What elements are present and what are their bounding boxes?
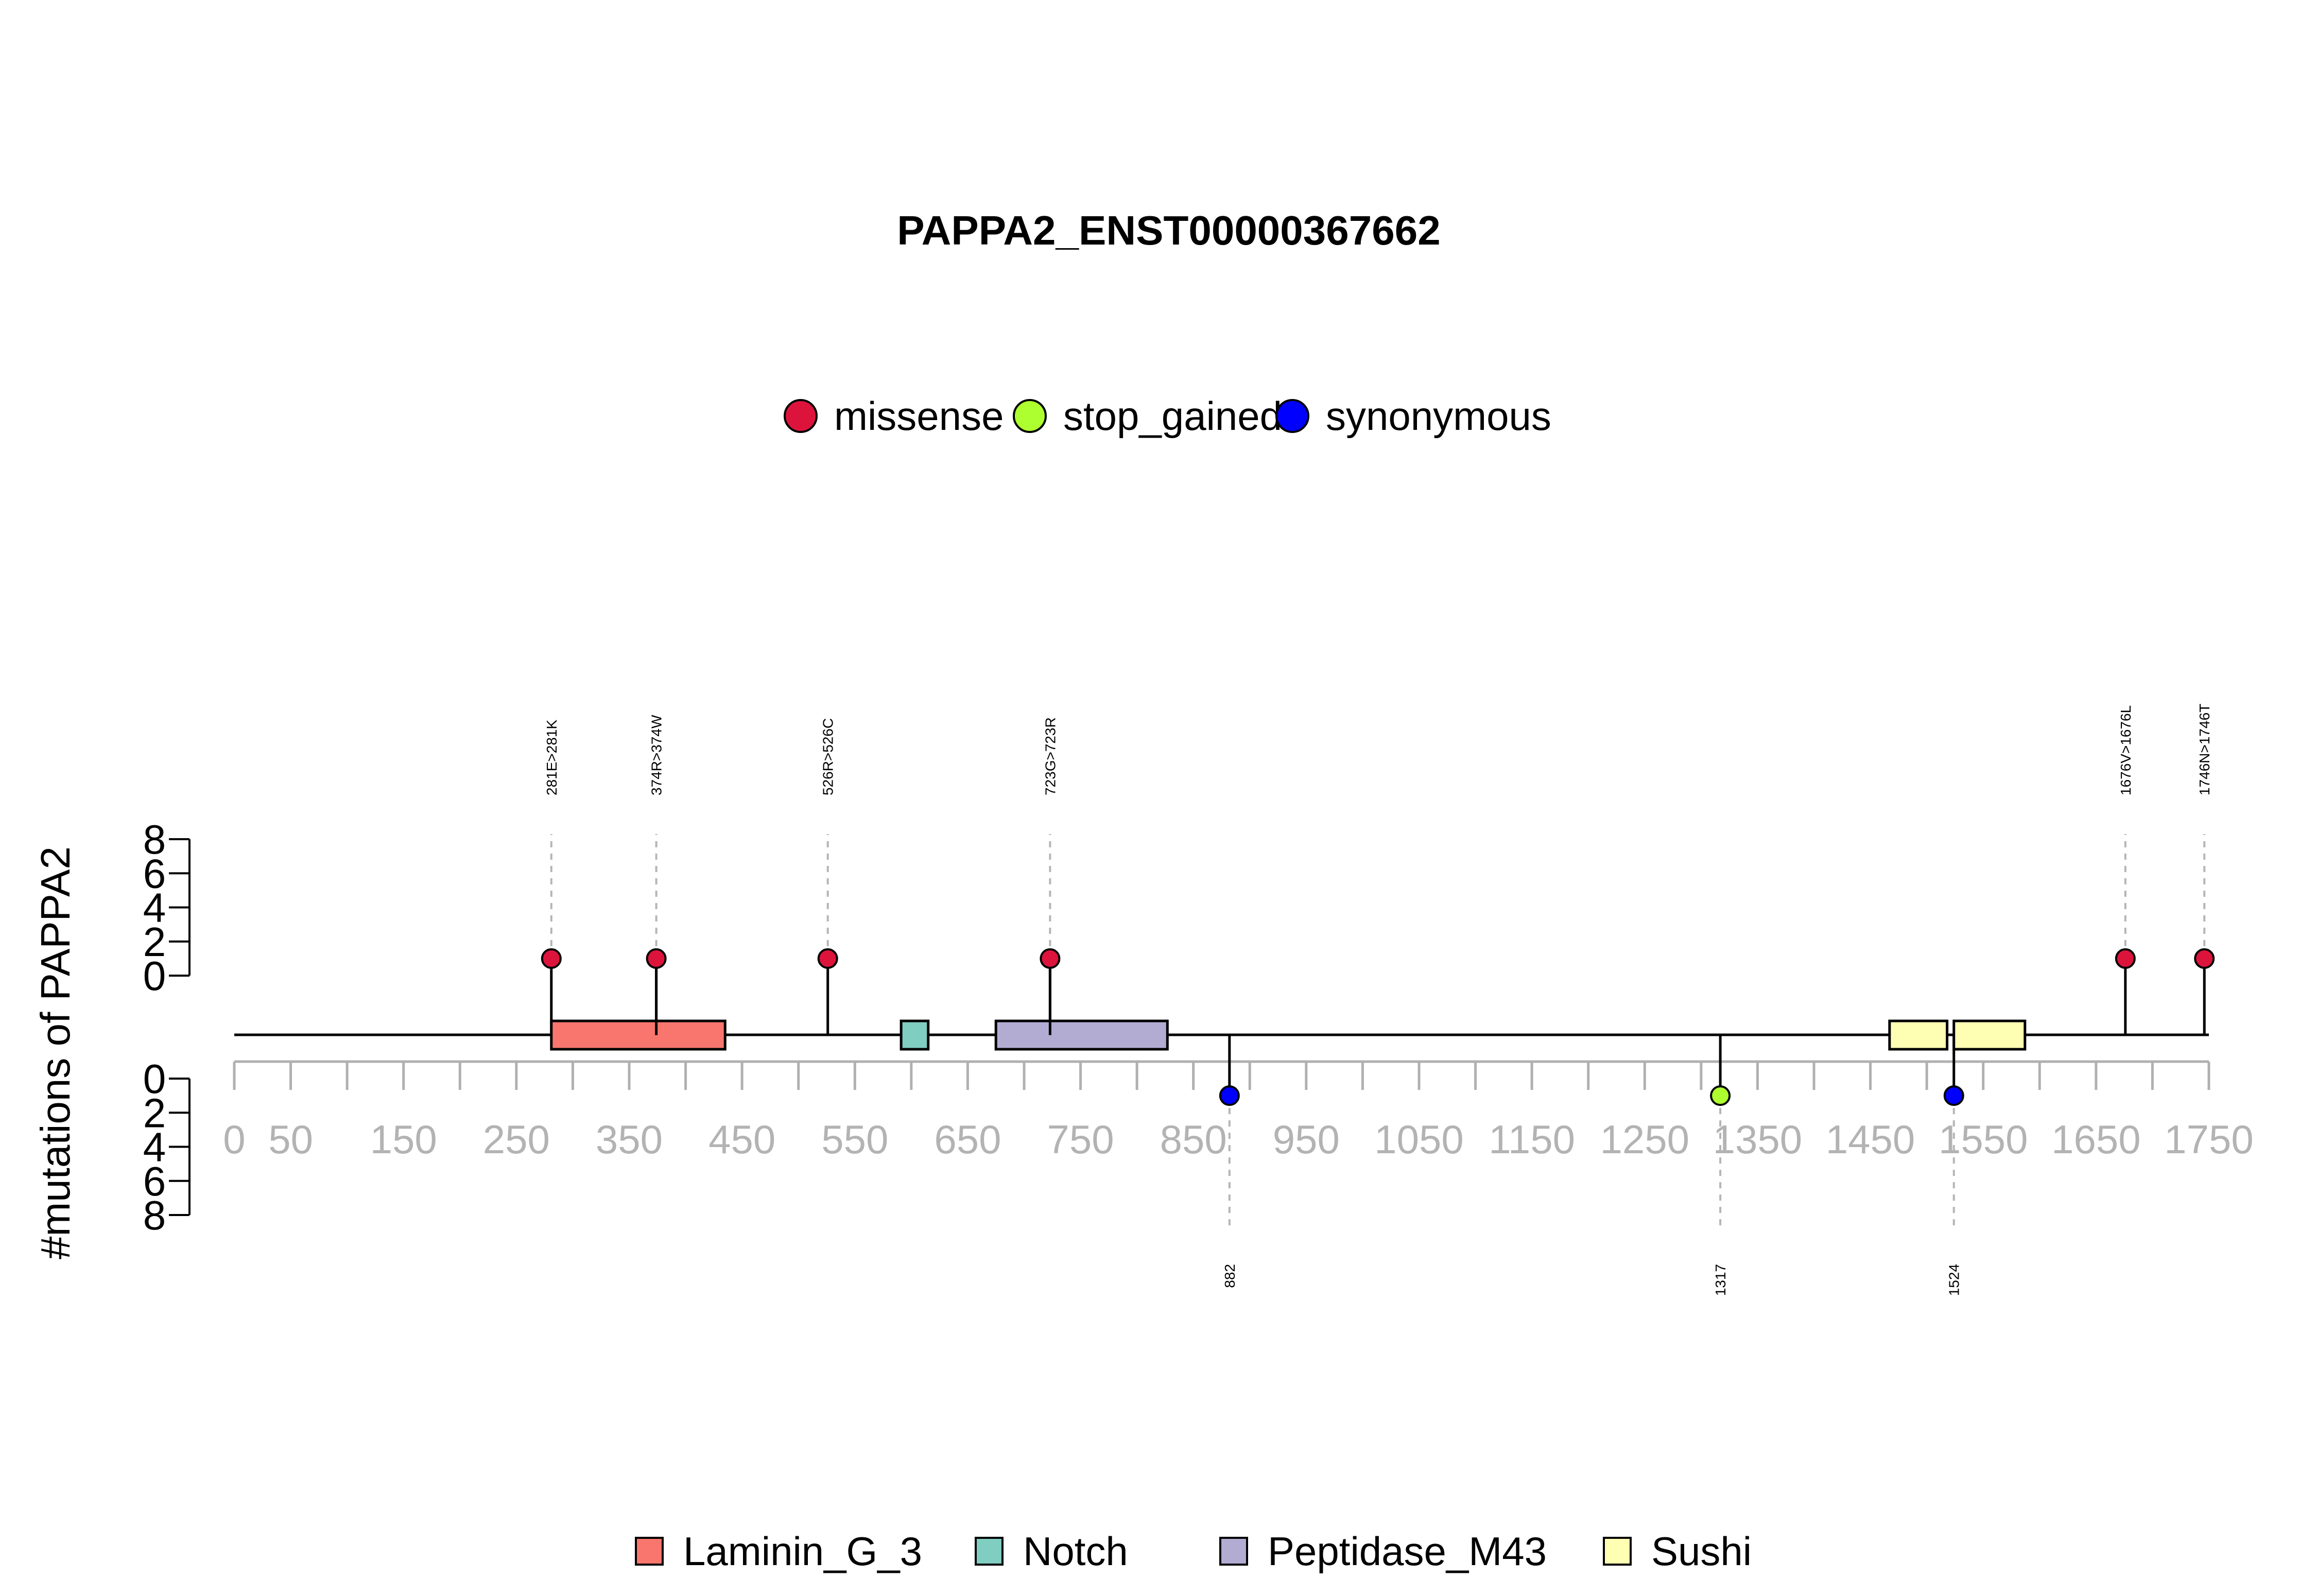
x-tick-label: 1350 xyxy=(1713,1117,1803,1162)
mutation-legend-label: missense xyxy=(834,393,1004,439)
mutation-legend-label: synonymous xyxy=(1326,393,1551,439)
x-tick-label: 0 xyxy=(223,1117,245,1162)
y-tick-label-lower: 6 xyxy=(143,1158,166,1204)
y-tick-label-upper: 6 xyxy=(143,851,166,896)
x-axis: 0 50 150 250 350 450 550 650 750 850 950 1050 1150 12… xyxy=(223,1060,2254,1162)
y-tick-label-lower: 8 xyxy=(143,1192,166,1238)
x-tick-label: 450 xyxy=(708,1117,775,1162)
domain-legend-swatch xyxy=(635,1537,664,1566)
domain-legend-label: Sushi xyxy=(1651,1529,1752,1574)
x-tick-label: 1250 xyxy=(1600,1117,1690,1162)
x-tick-label: 1550 xyxy=(1939,1117,2028,1162)
y-tick-label-upper: 4 xyxy=(143,885,166,931)
mutation-label: 374R>374W xyxy=(649,715,665,795)
x-tick-label: 1150 xyxy=(1489,1117,1575,1162)
mutation-label: 526R>526C xyxy=(820,718,836,795)
mutation-heads: 281E>281K 374R>374W 526R>526C 723G>723R 1676… xyxy=(541,704,2215,1296)
mutation-legend-label: stop_gained xyxy=(1063,393,1282,439)
y-tick-label-upper: 8 xyxy=(143,817,166,862)
x-tick-label: 150 xyxy=(370,1117,437,1162)
x-tick-label: 850 xyxy=(1160,1117,1227,1162)
x-tick-label: 1050 xyxy=(1374,1117,1464,1162)
x-tick-label: 1450 xyxy=(1826,1117,1915,1162)
x-tick-label: 50 xyxy=(268,1117,313,1162)
x-tick-label: 950 xyxy=(1273,1117,1340,1162)
domain-legend: Laminin_G_3 Notch Peptidase_M43 Sushi xyxy=(635,1529,1752,1574)
domain-laminin-g-3 xyxy=(550,1019,727,1051)
x-tick-label: 1650 xyxy=(2051,1117,2141,1162)
mutation-head xyxy=(1710,1085,1731,1106)
y-axis-label: #mutations of PAPPA2 xyxy=(32,846,78,1259)
x-tick-label: 1750 xyxy=(2164,1117,2254,1162)
y-tick-label-lower: 4 xyxy=(143,1124,166,1170)
domain-legend-label: Peptidase_M43 xyxy=(1268,1529,1547,1574)
domain-sushi xyxy=(1888,1019,1949,1051)
mutation-legend: missense stop_gained synonymous xyxy=(784,393,1551,439)
mutation-label: 1317 xyxy=(1713,1264,1728,1296)
mutation-legend-marker xyxy=(1275,399,1309,433)
x-tick-label: 350 xyxy=(596,1117,663,1162)
domain-legend-swatch xyxy=(1219,1537,1248,1566)
x-tick-label: 250 xyxy=(483,1117,550,1162)
domain-legend-label: Notch xyxy=(1023,1529,1128,1574)
mutation-legend-marker xyxy=(784,399,818,433)
mutation-label: 1676V>1676L xyxy=(2118,705,2134,795)
domain-peptidase-m43 xyxy=(994,1019,1169,1051)
mutation-head xyxy=(541,948,562,969)
protein-domains xyxy=(550,1019,2027,1051)
mutation-head xyxy=(817,948,838,969)
mutation-label: 1524 xyxy=(1946,1264,1962,1296)
mutation-head xyxy=(2194,948,2215,969)
mutation-legend-marker xyxy=(1013,399,1047,433)
mutation-label: 1746N>1746T xyxy=(2197,704,2212,795)
domain-legend-swatch xyxy=(975,1537,1004,1566)
mutation-head xyxy=(1040,948,1061,969)
mutation-head xyxy=(1219,1085,1240,1106)
x-tick-label: 550 xyxy=(821,1117,888,1162)
y-tick-label-lower: 0 xyxy=(143,1056,166,1102)
x-tick-label: 750 xyxy=(1047,1117,1114,1162)
y-tick-label-upper: 0 xyxy=(143,953,166,999)
domain-notch xyxy=(900,1019,930,1051)
chart-title: PAPPA2_ENST00000367662 xyxy=(897,207,1441,253)
domain-sushi xyxy=(1952,1019,2027,1051)
x-tick-label: 650 xyxy=(934,1117,1001,1162)
y-tick-label-upper: 2 xyxy=(143,919,166,965)
mutation-head xyxy=(646,948,667,969)
mutation-head xyxy=(2115,948,2136,969)
mutation-label: 281E>281K xyxy=(544,720,560,795)
domain-legend-swatch xyxy=(1603,1537,1632,1566)
mutation-label: 882 xyxy=(1222,1264,1238,1288)
y-tick-label-lower: 2 xyxy=(143,1090,166,1136)
mutation-label: 723G>723R xyxy=(1042,717,1058,795)
mutation-head xyxy=(1943,1085,1964,1106)
domain-legend-label: Laminin_G_3 xyxy=(683,1529,922,1574)
